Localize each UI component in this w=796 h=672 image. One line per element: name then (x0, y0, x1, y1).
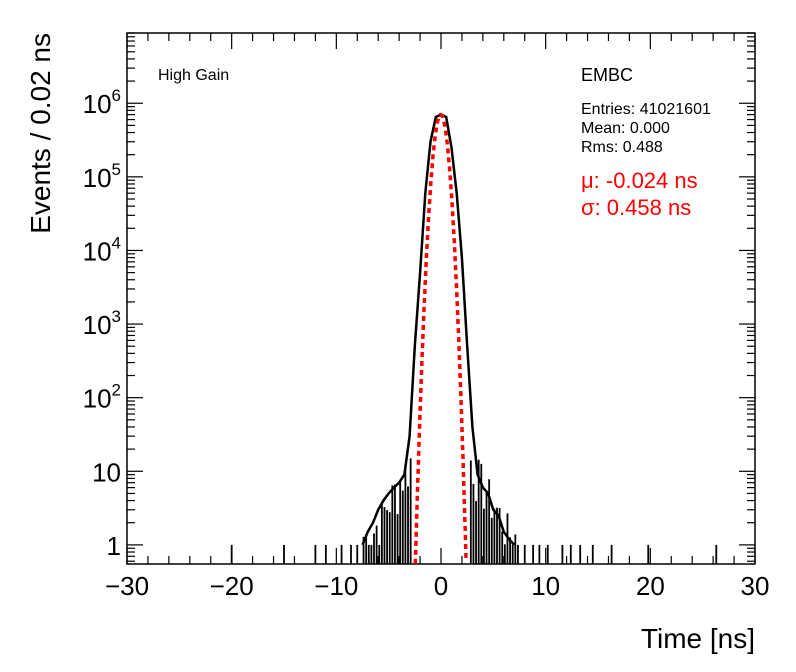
fit-sigma-stat: σ: 0.458 ns (581, 195, 691, 220)
entries-stat: Entries: 41021601 (581, 101, 711, 118)
y-tick-label: 10 (92, 457, 121, 487)
x-tick-label: 0 (434, 571, 448, 601)
x-tick-label: 10 (531, 571, 560, 601)
rms-stat: Rms: 0.488 (581, 139, 663, 156)
x-tick-label: −20 (210, 571, 254, 601)
y-tick-label: 103 (83, 307, 121, 340)
axis-ticks (126, 32, 756, 564)
x-tick-label: −10 (314, 571, 358, 601)
y-axis-label: Events / 0.02 ns (25, 33, 56, 234)
y-tick-label: 102 (83, 381, 121, 414)
x-tick-label: 30 (741, 571, 770, 601)
gaussian-fit-curve (413, 112, 468, 564)
x-tick-label: −30 (105, 571, 149, 601)
y-tick-label: 104 (83, 233, 121, 266)
gain-label: High Gain (158, 67, 229, 84)
data-histogram (230, 113, 718, 564)
y-tick-label: 1 (107, 531, 121, 561)
detector-label: EMBC (581, 65, 633, 85)
data-envelope (361, 113, 516, 546)
fit-mu-stat: μ: -0.024 ns (581, 168, 698, 193)
mean-stat: Mean: 0.000 (581, 120, 670, 137)
y-tick-label: 106 (83, 86, 121, 119)
y-tick-labels: 1 10 102 103 104 105 106 (83, 86, 121, 561)
x-tick-labels: −30 −20 −10 0 10 20 30 (105, 571, 770, 601)
x-tick-label: 20 (636, 571, 665, 601)
y-tick-label: 105 (83, 160, 121, 193)
x-axis-label: Time [ns] (641, 623, 755, 654)
